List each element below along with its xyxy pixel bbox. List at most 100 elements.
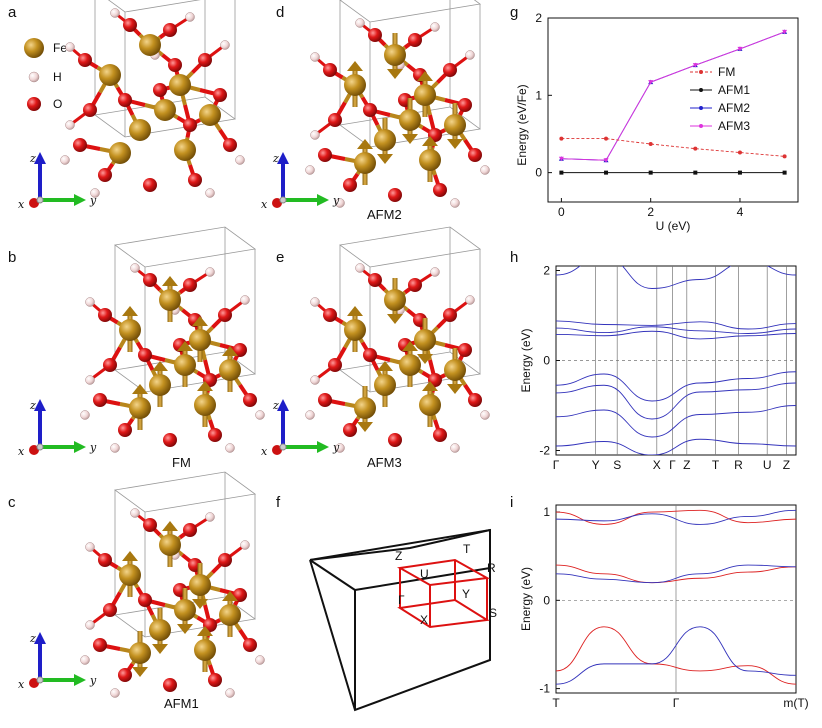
band-line [556,266,796,289]
fe-atom [129,119,151,141]
fe-atom [374,374,396,396]
triad-x-label: x [18,198,25,211]
spin-arrow-head [417,71,433,81]
x-tick-label: 4 [737,205,744,219]
kpoint-label: T [712,458,720,472]
y-axis-head [74,674,86,686]
o-atom [98,553,112,567]
structure [305,226,490,453]
structure [80,226,265,453]
o-atom [468,148,482,162]
panel-letter-g: g [510,4,519,21]
fe-atom [169,74,191,96]
spin-arrow-head [177,624,193,634]
panel-letter-b: b [8,249,17,266]
spin-arrow-head [402,341,418,351]
o-atom [93,393,107,407]
h-atom [185,12,195,22]
fe-atom [159,289,181,311]
h-atom [235,155,245,165]
o-atom [183,523,197,537]
x-axis-label: U (eV) [656,219,691,233]
fe-atom [444,359,466,381]
o-atom [83,103,97,117]
o-atom [153,83,167,97]
band-line [556,626,796,685]
h-atom [240,540,250,550]
z-axis-head [277,152,289,164]
o-atom [363,348,377,362]
o-atom [138,348,152,362]
fe-atom [149,374,171,396]
h-atom [110,443,120,453]
caption-afm3: AFM3 [367,455,402,470]
fe-atom [119,564,141,586]
h-legend-icon [28,71,40,83]
triad-origin [279,443,287,451]
legend-label-afm1: AFM1 [718,83,750,97]
triad-z-label: z [29,399,36,412]
h-atom [65,42,75,52]
h-atom [465,50,475,60]
kpoint-label: Γ [673,696,680,710]
point-afm3 [782,29,788,35]
h-atom [305,165,315,175]
spin-arrow-head [422,381,438,391]
o-atom [323,63,337,77]
fe-atom [419,394,441,416]
o-atom [188,173,202,187]
fe-atom [384,289,406,311]
triad-origin [279,196,287,204]
axis-triad: z y x [261,152,340,211]
point-afm3 [737,46,743,52]
o-atom [218,308,232,322]
caption-afm2: AFM2 [367,207,402,222]
brillouin-zone: Z T R U Γ Y X S [309,528,497,712]
o-atom [368,273,382,287]
z-axis-head [34,152,46,164]
fe-atom [174,139,196,161]
unit-cell-top [113,226,257,268]
band-line [556,382,796,420]
x-axis-dot [29,678,39,688]
fe-atom [194,639,216,661]
point-afm1 [737,170,742,175]
h-atom [355,263,365,273]
bz-label-gamma: Γ [398,593,405,607]
h-atom [450,198,460,208]
band-line [556,438,796,455]
point-fm [604,136,609,141]
triad-z-label: z [29,152,36,165]
fe-atom [99,64,121,86]
h-atom [85,620,95,630]
o-atom [208,428,222,442]
triad-y-label: y [332,441,340,454]
axis-triad: z y x [18,632,97,691]
fe-atom [219,359,241,381]
triad-y-label: y [89,441,97,454]
band-line [556,564,796,584]
fe-atom [129,397,151,419]
axis-triads: z y x z y x z y x z y x z y x [18,152,340,691]
o-atom [183,278,197,292]
spin-arrow-head [377,361,393,371]
legend-marker-afm1 [699,88,703,92]
h-atom [205,512,215,522]
point-afm1 [559,170,564,175]
fe-atom [194,394,216,416]
fe-atom [444,114,466,136]
fe-atom [219,604,241,626]
o-atom [433,428,447,442]
spin-arrow-head [197,381,213,391]
h-atom [335,443,345,453]
legend-marker-fm [699,70,703,74]
series-line-afm3 [561,31,785,161]
unit-cell-top [113,471,257,513]
atom-legend: Fe H O [24,38,67,111]
spin-arrow-head [357,422,373,432]
o-atom [163,23,177,37]
h-atom [465,295,475,305]
o-atom [443,63,457,77]
y-axis-label: Energy (eV) [519,567,533,631]
